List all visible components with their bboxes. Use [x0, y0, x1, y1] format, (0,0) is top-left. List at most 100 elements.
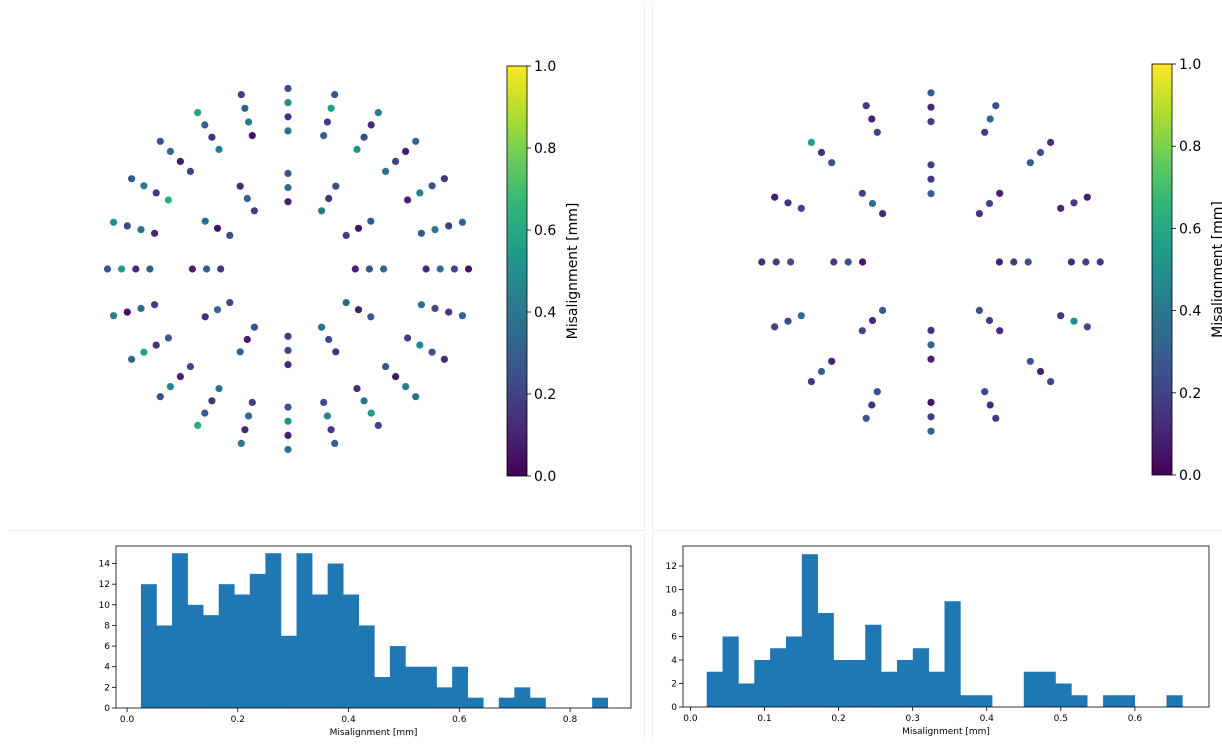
scatter-point — [981, 388, 989, 396]
scatter-point — [879, 210, 887, 218]
scatter-point — [828, 159, 836, 167]
histogram-bar — [1118, 695, 1136, 707]
scatter-point — [354, 224, 363, 232]
scatter-point — [927, 341, 935, 349]
y-tick-label: 12 — [99, 580, 110, 590]
scatter-point — [1083, 193, 1091, 201]
scatter-point — [215, 145, 223, 153]
x-tick-label: 0.8 — [563, 715, 578, 725]
scatter-point — [320, 132, 328, 140]
scatter-point — [382, 167, 390, 175]
scatter-point — [186, 167, 194, 175]
scatter-point — [331, 439, 339, 447]
scatter-point — [367, 121, 375, 129]
scatter-point — [1057, 312, 1065, 320]
histogram-bar — [343, 594, 360, 708]
histogram-bar — [1039, 671, 1056, 707]
scatter-point — [194, 109, 202, 117]
scatter-point — [103, 265, 112, 273]
scatter-point — [118, 265, 126, 273]
colorbar — [1151, 63, 1173, 476]
colorbar-tick-label: 0.0 — [534, 469, 556, 485]
histogram-bar — [514, 687, 531, 708]
scatter-point — [927, 355, 935, 363]
scatter-point — [1067, 258, 1075, 266]
scatter-point — [927, 190, 935, 198]
scatter-point — [440, 355, 448, 363]
scatter-point — [325, 335, 333, 344]
y-tick-label: 10 — [99, 601, 111, 611]
histogram-bar — [833, 659, 850, 707]
histogram-bar — [928, 671, 945, 707]
histogram-bar — [467, 697, 484, 708]
scatter-point — [137, 304, 145, 312]
colorbar-tick-label: 0.4 — [534, 305, 556, 321]
x-tick-label: 0.6 — [1128, 714, 1143, 724]
scatter-right-svg: 0.0 0.2 0.4 0.6 0.8 1.0 Misalignment [mm] — [758, 57, 1222, 484]
scatter-point — [367, 313, 375, 321]
scatter-point — [367, 409, 375, 417]
histogram-bar — [896, 659, 914, 707]
y-tick-label: 2 — [104, 683, 110, 693]
scatter-point — [985, 199, 994, 208]
scatter-point — [186, 363, 194, 371]
histogram-bar — [156, 625, 173, 708]
histogram-bar — [1071, 695, 1088, 707]
scatter-point — [404, 196, 412, 204]
colorbar-label: Misalignment [mm] — [1210, 201, 1222, 338]
scatter-point — [342, 231, 350, 239]
y-tick-label: 0 — [104, 704, 110, 714]
scatter-point — [422, 265, 430, 273]
scatter-point — [327, 104, 335, 112]
scatter-point — [868, 115, 876, 123]
y-tick-label: 6 — [104, 642, 110, 652]
scatter-point — [284, 417, 292, 425]
histogram-bar — [172, 553, 188, 708]
scatter-point — [353, 385, 361, 393]
scatter-point — [862, 414, 870, 422]
scatter-point — [353, 145, 361, 153]
scatter-point — [250, 323, 258, 331]
scatter-point — [436, 265, 444, 273]
histogram-bar — [801, 554, 818, 707]
scatter-point — [784, 317, 792, 325]
scatter-point — [787, 258, 795, 266]
histogram-bar — [1055, 683, 1072, 707]
scatter-plot-left: 0.0 0.2 0.4 0.6 0.8 1.0 Misalignment [mm] — [8, 2, 645, 531]
scatter-point — [123, 308, 131, 316]
histogram-bar — [280, 635, 297, 708]
y-tick-label: 10 — [666, 585, 678, 595]
scatter-point — [360, 397, 368, 405]
histogram-bar — [1103, 695, 1120, 707]
scatter-point — [217, 265, 225, 273]
scatter-point — [1010, 258, 1018, 266]
scatter-point — [985, 316, 994, 325]
scatter-point — [380, 265, 388, 273]
scatter-point — [213, 224, 222, 232]
histogram-bar — [912, 648, 929, 707]
scatter-point — [374, 421, 382, 429]
histogram-bar — [944, 601, 961, 707]
axes-frame — [115, 545, 632, 709]
histogram-left: 0.0 0.2 0.4 0.6 0.8 0 2 4 6 8 10 12 14 Misalignment [… — [84, 533, 645, 741]
scatter-point — [236, 182, 244, 190]
histogram-bar — [358, 625, 375, 708]
colorbar-tick-label: 1.0 — [1179, 57, 1201, 73]
scatter-point — [243, 335, 251, 344]
scatter-point — [152, 341, 160, 349]
scatter-point — [323, 118, 331, 126]
histogram-bar — [389, 646, 406, 708]
scatter-point — [1026, 159, 1034, 167]
scatter-point — [975, 210, 983, 218]
histogram-bar — [249, 573, 266, 708]
y-tick-label: 12 — [666, 562, 677, 572]
axes-frame — [682, 545, 1210, 708]
scatter-point — [392, 373, 400, 381]
scatter-point — [927, 413, 935, 421]
histogram-bar — [592, 697, 609, 708]
histogram-bar — [865, 624, 882, 707]
scatter-point — [176, 157, 184, 165]
scatter-point — [797, 312, 805, 320]
scatter-point — [807, 378, 815, 386]
scatter-point — [164, 196, 172, 204]
